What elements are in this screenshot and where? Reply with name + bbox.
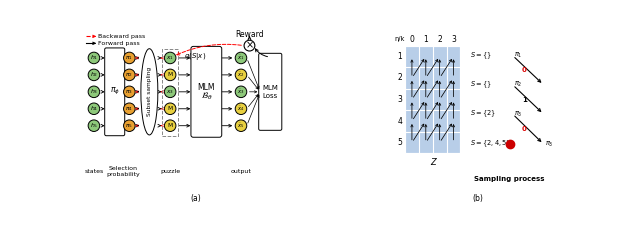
Text: $\tilde{x}_4$: $\tilde{x}_4$: [237, 104, 244, 113]
Text: 1: 1: [424, 35, 428, 44]
Text: Reward: Reward: [235, 30, 264, 39]
Text: 2: 2: [397, 73, 402, 82]
Circle shape: [164, 69, 176, 81]
Circle shape: [164, 103, 176, 114]
Circle shape: [88, 52, 100, 64]
Circle shape: [244, 40, 255, 51]
Text: Backward pass: Backward pass: [98, 34, 145, 39]
Circle shape: [88, 86, 100, 98]
Text: (a): (a): [190, 194, 201, 203]
Text: 2: 2: [437, 35, 442, 44]
Text: $x_1$: $x_1$: [166, 54, 174, 62]
Text: $S=\{2\}$: $S=\{2\}$: [470, 109, 497, 120]
Text: $h_3$: $h_3$: [90, 87, 98, 96]
Text: $\pi_1$: $\pi_1$: [515, 51, 523, 60]
Text: 3: 3: [451, 35, 456, 44]
Circle shape: [124, 69, 135, 81]
Text: $\pi_2$: $\pi_2$: [125, 71, 133, 79]
Text: Forward pass: Forward pass: [98, 41, 140, 46]
Text: $\pi_2$: $\pi_2$: [515, 80, 523, 89]
Text: Sampling process: Sampling process: [474, 176, 544, 182]
Text: $\pi_3$: $\pi_3$: [545, 140, 554, 149]
Text: n/k: n/k: [394, 37, 404, 43]
FancyBboxPatch shape: [191, 46, 221, 137]
Text: $S=\{2,4,5\}$: $S=\{2,4,5\}$: [470, 139, 512, 149]
Text: $\pi_5$: $\pi_5$: [125, 122, 133, 130]
Text: $\tilde{x}_1$: $\tilde{x}_1$: [237, 54, 244, 62]
Text: $S=\{\}$: $S=\{\}$: [470, 80, 492, 90]
Text: Z: Z: [430, 158, 436, 167]
Text: M: M: [168, 72, 173, 77]
Text: 3: 3: [397, 95, 402, 104]
Text: $x_3$: $x_3$: [166, 88, 174, 96]
Text: 0: 0: [410, 35, 414, 44]
Text: M: M: [168, 106, 173, 111]
Circle shape: [124, 103, 135, 114]
Text: output: output: [230, 169, 252, 174]
Circle shape: [236, 69, 247, 81]
Text: $\pi_3$: $\pi_3$: [515, 109, 523, 119]
Circle shape: [88, 120, 100, 131]
Text: 5: 5: [397, 138, 402, 147]
Text: MLM: MLM: [198, 83, 215, 92]
Text: $\pi_3$: $\pi_3$: [125, 88, 133, 96]
Bar: [405, 46, 460, 153]
Text: $\tilde{x}_5$: $\tilde{x}_5$: [237, 121, 244, 130]
Text: states: states: [84, 169, 104, 174]
FancyBboxPatch shape: [105, 48, 125, 136]
Text: $S=\{\}$: $S=\{\}$: [470, 50, 492, 61]
Text: $q(S|x)$: $q(S|x)$: [184, 51, 207, 62]
Text: Selection
probability: Selection probability: [107, 166, 140, 177]
Circle shape: [88, 69, 100, 81]
Text: 0: 0: [522, 126, 527, 132]
Text: (b): (b): [473, 194, 484, 203]
Text: $\tilde{x}_3$: $\tilde{x}_3$: [237, 87, 244, 96]
Circle shape: [236, 86, 247, 98]
Circle shape: [236, 120, 247, 131]
Text: MLM: MLM: [262, 85, 278, 91]
Text: Subset sampling: Subset sampling: [147, 67, 152, 116]
Text: 1: 1: [522, 97, 527, 103]
Circle shape: [164, 52, 176, 64]
Circle shape: [164, 86, 176, 98]
Text: 0: 0: [522, 67, 527, 73]
Circle shape: [124, 86, 135, 98]
Text: $h_1$: $h_1$: [90, 54, 98, 62]
Ellipse shape: [141, 49, 158, 135]
FancyBboxPatch shape: [259, 53, 282, 130]
Circle shape: [124, 52, 135, 64]
Text: $\pi_1$: $\pi_1$: [125, 54, 133, 62]
Text: $\mathcal{B}_\theta$: $\mathcal{B}_\theta$: [200, 91, 212, 102]
Text: M: M: [168, 123, 173, 128]
Text: Loss: Loss: [262, 93, 278, 99]
Circle shape: [236, 52, 247, 64]
Circle shape: [88, 103, 100, 114]
Text: $h_4$: $h_4$: [90, 104, 98, 113]
Text: $\times$: $\times$: [245, 40, 254, 51]
Circle shape: [124, 120, 135, 131]
Text: $\tilde{x}_2$: $\tilde{x}_2$: [237, 71, 244, 79]
Text: $\pi_4$: $\pi_4$: [125, 105, 133, 113]
Text: puzzle: puzzle: [160, 169, 180, 174]
Text: $\pi_\phi$: $\pi_\phi$: [109, 86, 120, 97]
Circle shape: [164, 120, 176, 131]
Text: $h_2$: $h_2$: [90, 71, 98, 79]
Circle shape: [236, 103, 247, 114]
Text: 4: 4: [397, 117, 402, 125]
Text: $h_5$: $h_5$: [90, 121, 98, 130]
Text: 1: 1: [397, 52, 402, 61]
